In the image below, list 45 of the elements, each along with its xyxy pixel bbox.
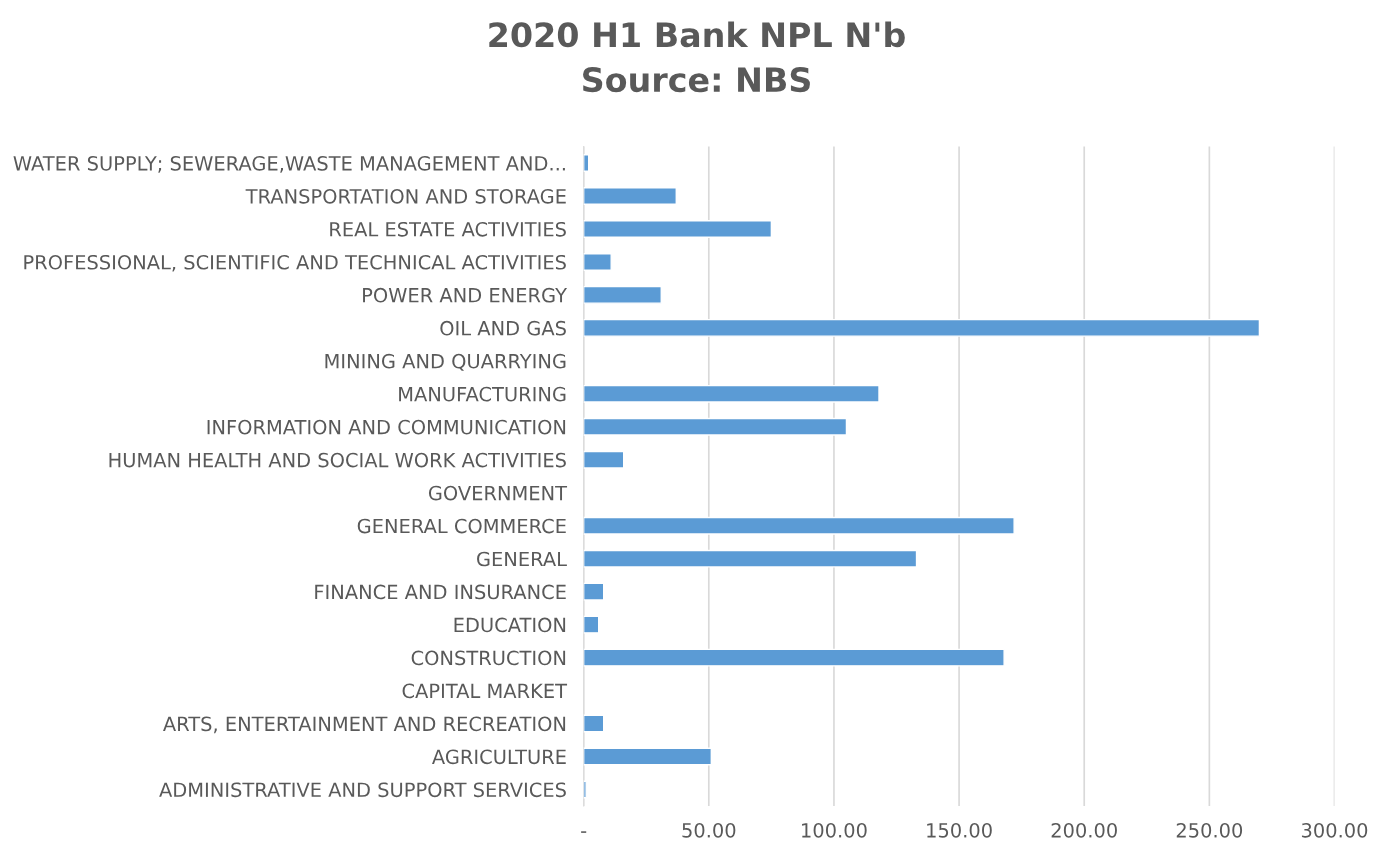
bar	[583, 220, 773, 238]
bar	[583, 615, 600, 634]
bar	[583, 549, 918, 568]
y-tick-label: EDUCATION	[454, 617, 566, 633]
x-tick-label: 50.00	[682, 822, 736, 838]
bar	[583, 780, 587, 799]
y-tick-label: GENERAL COMMERCE	[357, 518, 566, 534]
bar	[583, 285, 662, 304]
x-tick-label: 300.00	[1301, 822, 1368, 838]
y-tick-label: CONSTRUCTION	[411, 650, 566, 666]
bar	[583, 582, 605, 601]
bar	[583, 648, 1005, 667]
x-tick-label: 200.00	[1051, 822, 1117, 838]
bar	[583, 417, 848, 436]
y-tick-label: REAL ESTATE ACTIVITIES	[330, 221, 566, 237]
bar	[583, 154, 590, 172]
y-tick-label: GOVERNMENT	[428, 485, 568, 501]
y-tick-label: GENERAL	[477, 551, 567, 567]
y-tick-label: ADMINISTRATIVE AND SUPPORT SERVICES	[159, 782, 566, 798]
x-tick-label: -	[581, 831, 587, 833]
y-tick-label: CAPITAL MARKET	[402, 683, 568, 699]
bar	[583, 714, 605, 733]
bar	[583, 187, 677, 205]
bar	[583, 450, 625, 469]
x-tick-label: 100.00	[802, 822, 867, 838]
y-tick-label: POWER AND ENERGY	[363, 287, 568, 303]
y-tick-label: MANUFACTURING	[399, 386, 566, 402]
y-tick-label: TRANSPORTATION AND STORAGE	[245, 188, 566, 204]
x-tick-label: 150.00	[927, 822, 992, 838]
y-tick-label: AGRICULTURE	[432, 749, 566, 765]
bar	[583, 318, 1261, 337]
y-tick-label: FINANCE AND INSURANCE	[315, 584, 566, 600]
bar	[583, 384, 880, 403]
y-tick-label: MINING AND QUARRYING	[325, 353, 566, 371]
y-tick-label: ARTS, ENTERTAINMENT AND RECREATION	[163, 716, 566, 734]
y-tick-label: HUMAN HEALTH AND SOCIAL WORK ACTIVITIES	[109, 452, 566, 468]
y-tick-label: OIL AND GAS	[440, 320, 566, 336]
bar	[583, 516, 1015, 535]
y-tick-label: PROFESSIONAL, SCIENTIFIC AND TECHNICAL ACTIVITIES	[24, 254, 566, 272]
chart-title: 2020 H1 Bank NPL N'b Source: NBS	[489, 21, 905, 93]
bar	[583, 253, 612, 271]
bar	[583, 747, 713, 766]
y-tick-label: INFORMATION AND COMMUNICATION	[207, 419, 566, 435]
x-tick-label: 250.00	[1176, 822, 1243, 838]
y-tick-label: WATER SUPPLY; SEWERAGE,WASTE MANAGEMENT AND...	[13, 155, 565, 173]
